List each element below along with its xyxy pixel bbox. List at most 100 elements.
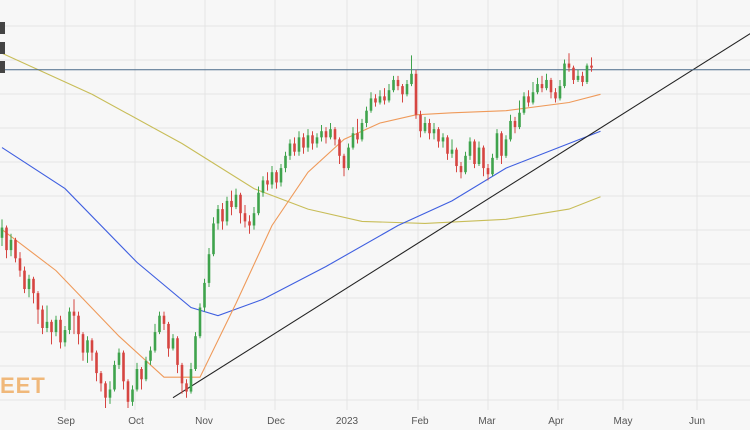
candle-body [486,168,490,175]
candle-body [27,278,31,290]
candle-body [153,332,157,351]
candle-body [468,141,472,156]
candle-body [86,340,89,353]
candle-body [135,369,139,390]
candle [257,186,260,216]
x-tick-label: Feb [411,416,429,427]
candle-body [104,383,107,398]
candle-body [275,172,278,183]
candle-body [266,180,269,185]
candle-body [459,166,463,173]
candle [293,137,296,156]
candle-body [230,200,233,208]
candle [77,311,80,345]
candle-body [567,63,571,68]
candle-body [464,155,467,173]
candle [252,207,256,230]
candle [464,151,467,175]
candle [131,385,134,406]
candle [423,116,427,134]
candle-body [234,194,238,208]
candle-body [162,315,166,324]
candle-body [239,194,242,214]
candle [266,172,269,191]
candle [90,338,94,361]
candle-body [261,180,265,193]
candle [72,299,76,335]
candle-body [536,84,539,93]
candle-body [351,133,355,148]
candle [288,139,292,160]
candle-body [302,137,305,148]
candle-body [288,143,292,156]
candle [162,311,166,331]
candle [558,79,562,101]
level-marker-tag [0,22,5,34]
candle-body [455,149,458,167]
candle [392,75,395,93]
candle-body [518,112,521,128]
candle [50,319,53,345]
candle [243,205,247,228]
candle-body [216,209,220,224]
candle [59,315,62,349]
level-markers [0,22,5,73]
candle-body [9,239,13,251]
candle [320,125,323,142]
candle [504,135,508,158]
candle [108,381,112,404]
candle-body [581,75,584,82]
candle-body [171,338,175,349]
candle [122,350,125,390]
candle-body [306,135,310,148]
candle-body [428,123,431,134]
candle [585,63,589,85]
support-trendline [172,33,750,399]
candle-body [45,321,49,328]
candle-body [279,168,283,183]
candle-body [509,120,512,140]
candle-body [189,369,193,392]
candle [149,346,152,365]
candle-body [41,309,44,328]
candle [275,170,278,189]
candle [54,315,58,337]
candle-body [18,258,22,271]
candle [437,127,440,148]
candle-body [14,239,17,259]
candle-body [81,334,85,353]
candle [378,90,382,105]
candle [545,73,548,91]
candle-body [198,307,202,337]
candle-body [311,135,314,144]
x-tick-label: Dec [267,416,285,427]
x-tick-label: Mar [478,416,496,427]
candle [513,116,517,134]
candle [140,366,143,390]
candle-body [531,92,535,103]
candle [279,164,283,187]
candle-body [522,96,526,113]
candle-body [63,330,67,343]
candle [144,356,148,382]
candle-body [338,139,341,156]
candle [356,118,359,144]
candle [360,118,364,142]
candle [221,202,224,230]
candle [486,164,490,181]
candle [518,100,521,130]
candle-body [590,65,593,68]
candle-body [423,123,427,132]
candle [225,196,229,226]
candle [86,336,89,363]
candle-body [113,364,116,390]
candle [531,82,535,105]
candle [342,153,346,177]
candle [63,325,67,347]
candle [473,139,476,169]
candle [347,143,350,171]
candle-body [72,311,76,316]
candle-body [437,129,440,142]
candle [414,69,418,119]
